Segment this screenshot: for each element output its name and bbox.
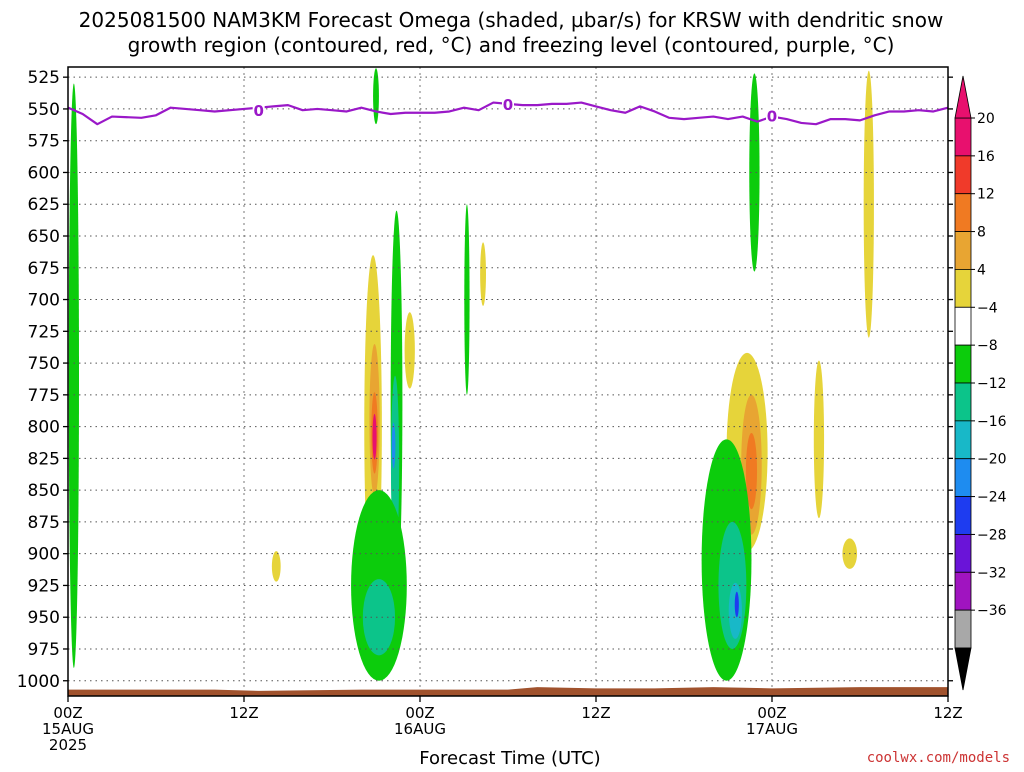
colorbar-segment-13: [954, 609, 972, 649]
y-tick-label-925: 925: [28, 576, 60, 596]
plot-frame: [67, 66, 949, 697]
omega-green-thin-mid: [464, 204, 470, 395]
omega-top-green-strip-2: [749, 73, 760, 272]
x-axis-label: Forecast Time (UTC): [419, 748, 600, 768]
freezing-level-label-1: 0: [503, 96, 513, 114]
x-tick-label-12-1: 12Z: [229, 704, 258, 722]
colorbar-label-4: 4: [977, 262, 986, 278]
chart-title-line-1: 2025081500 NAM3KM Forecast Omega (shaded…: [79, 8, 944, 32]
omega-yellow-upper-right: [863, 70, 874, 338]
y-tick-label-875: 875: [28, 513, 60, 533]
terrain-fill: [68, 687, 948, 696]
y-tick-label-625: 625: [28, 195, 60, 215]
y-tick-label-575: 575: [28, 132, 60, 152]
credit-text: coolwx.com/models: [867, 750, 1010, 766]
y-tick-label-950: 950: [28, 608, 60, 628]
colorbar: 20 16 12 8 4 −4 −8 −12 −16 −20 −24 −28 −32 −36: [954, 75, 1007, 691]
colorbar-label-10: −24: [977, 490, 1007, 506]
y-tick-label-750: 750: [28, 354, 60, 374]
colorbar-segment-8: [954, 420, 972, 460]
y-tick-label-775: 775: [28, 386, 60, 406]
y-tick-label-600: 600: [28, 163, 60, 183]
colorbar-label-13: −36: [977, 603, 1007, 619]
freezing-level-label-bg-0: [252, 101, 265, 119]
x-tick-label-36-1: 12Z: [581, 704, 610, 722]
colorbar-segment-3: [954, 231, 972, 270]
plot-background: [68, 67, 948, 696]
colorbar-extend-max: [954, 75, 972, 119]
freezing-level-label-bg-1: [502, 94, 514, 112]
y-tick-label-1000: 1000: [17, 672, 60, 692]
colorbar-segment-5: [954, 306, 972, 346]
omega-teal-d1-lower: [362, 579, 396, 656]
omega-top-green-strip-1: [373, 68, 379, 125]
omega-yellow-small-1: [271, 551, 281, 582]
colorbar-label-0: 20: [977, 111, 995, 127]
colorbar-segment-4: [954, 269, 972, 308]
colorbar-label-3: 8: [977, 225, 986, 241]
freezing-level-label-bg-2: [766, 106, 778, 124]
x-tick-label-0-2: 15AUG: [42, 720, 94, 738]
colorbar-segment-6: [954, 344, 972, 384]
y-tick-label-525: 525: [28, 68, 60, 88]
x-tick-label-48-2: 17AUG: [746, 720, 798, 738]
y-tick-label-850: 850: [28, 481, 60, 501]
freezing-level-line: [67, 101, 949, 126]
colorbar-label-7: −12: [977, 376, 1007, 392]
omega-yellow-d1-right: [404, 312, 415, 389]
y-tick-label-725: 725: [28, 322, 60, 342]
freezing-level-label-2: 0: [767, 107, 777, 125]
omega-blue-d2: [734, 591, 739, 618]
colorbar-segment-9: [954, 458, 972, 497]
y-tick-label-550: 550: [28, 100, 60, 120]
omega-yellow-thin-mid: [480, 242, 487, 306]
x-tick-label-48-1: 00Z: [757, 704, 786, 722]
colorbar-label-12: −32: [977, 565, 1007, 581]
omega-magenta-d1: [372, 413, 377, 460]
colorbar-label-8: −16: [977, 414, 1007, 430]
y-tick-label-825: 825: [28, 449, 60, 469]
colorbar-segment-10: [954, 496, 972, 535]
colorbar-segment-11: [954, 534, 972, 573]
y-tick-label-900: 900: [28, 545, 60, 565]
x-tick-label-24-2: 16AUG: [394, 720, 446, 738]
x-tick-label-60-1: 12Z: [933, 704, 962, 722]
x-tick-label-0-1: 00Z: [53, 704, 82, 722]
omega-red-d2: [745, 432, 758, 510]
colorbar-extend-min: [954, 647, 972, 691]
y-tick-label-800: 800: [28, 418, 60, 438]
plot-area: 0 0 0 525 550 575 600 625 650 675 700 725 750 775 800 8…: [17, 66, 963, 754]
colorbar-segment-2: [954, 193, 972, 232]
y-tick-label-650: 650: [28, 227, 60, 247]
omega-edge-green: [68, 83, 79, 669]
freezing-level-label-0: 0: [253, 102, 263, 120]
colorbar-label-11: −28: [977, 527, 1007, 543]
colorbar-label-1: 16: [977, 149, 995, 165]
colorbar-segment-12: [954, 571, 972, 611]
x-tick-label-24-1: 00Z: [405, 704, 434, 722]
colorbar-label-2: 12: [977, 187, 995, 203]
x-tick-label-0-3: 2025: [49, 736, 87, 754]
colorbar-label-9: −20: [977, 452, 1007, 468]
colorbar-segment-0: [954, 117, 972, 157]
omega-blue-d1-right: [391, 422, 396, 469]
colorbar-label-5: −4: [977, 300, 998, 316]
chart-title-line-2: growth region (contoured, red, °C) and f…: [128, 33, 895, 57]
y-tick-label-675: 675: [28, 259, 60, 279]
colorbar-segment-7: [954, 382, 972, 422]
y-tick-label-700: 700: [28, 291, 60, 311]
colorbar-label-6: −8: [977, 338, 998, 354]
omega-yellow-d2-far-right: [813, 360, 825, 519]
y-tick-label-975: 975: [28, 640, 60, 660]
colorbar-segment-1: [954, 155, 972, 195]
y-axis: 525 550 575 600 625 650 675 700 725 750 775 800 825 8…: [17, 68, 953, 692]
